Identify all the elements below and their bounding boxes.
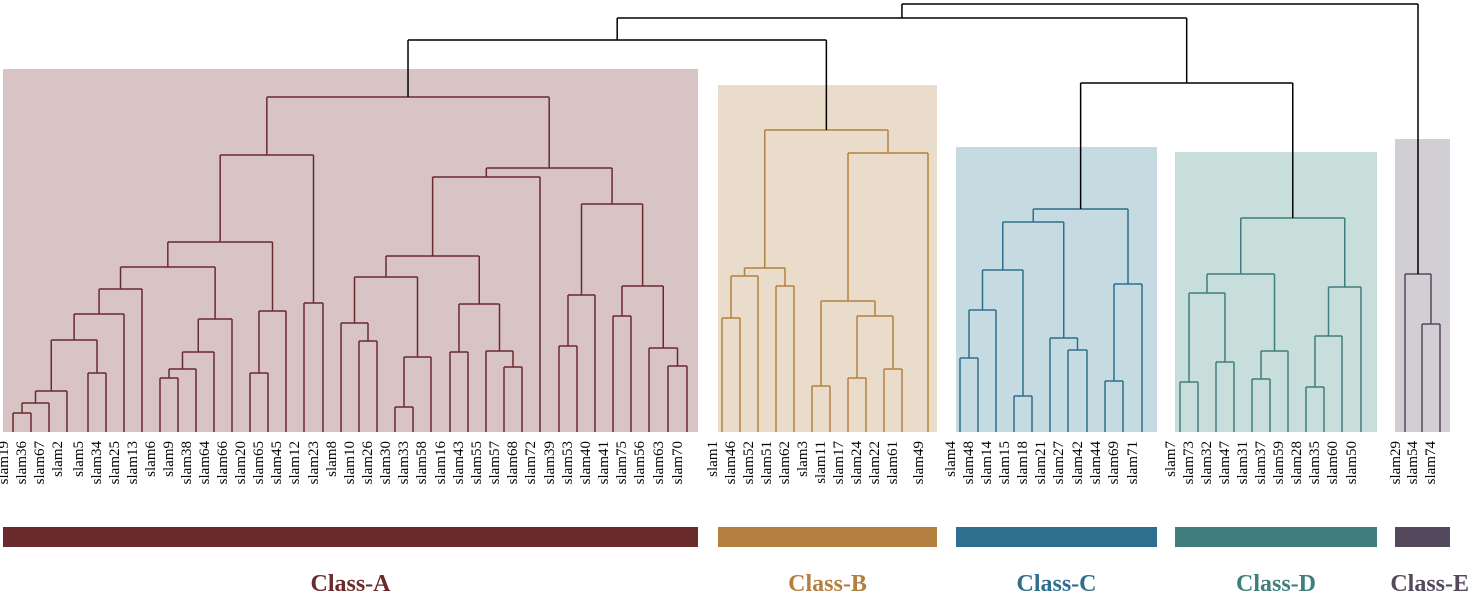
leaf-label: slam70 <box>670 441 686 484</box>
leaf-label: slam1 <box>705 441 721 477</box>
leaf-label: slam64 <box>197 441 213 485</box>
leaf-label: slam6 <box>143 441 159 477</box>
leaf-label: slam37 <box>1253 441 1269 485</box>
leaf-label: slam24 <box>849 441 865 485</box>
leaf-label: slam25 <box>107 441 123 484</box>
leaf-label: slam13 <box>125 441 141 484</box>
class-label-class-b: Class-B <box>788 571 867 596</box>
leaf-label: slam8 <box>324 441 340 477</box>
leaf-label: slam48 <box>961 441 977 484</box>
class-region-class-c <box>956 147 1157 432</box>
leaf-label: slam35 <box>1307 441 1323 484</box>
class-label-class-a: Class-A <box>310 571 391 596</box>
leaf-label: slam55 <box>469 441 485 484</box>
leaf-label: slam62 <box>777 441 793 484</box>
leaf-label: slam4 <box>943 441 959 477</box>
class-bar-class-c <box>956 527 1157 547</box>
class-region-class-d <box>1175 152 1377 432</box>
leaf-label: slam71 <box>1125 441 1141 484</box>
leaf-label: slam21 <box>1033 441 1049 484</box>
class-bar-class-b <box>718 527 937 547</box>
leaf-label: slam14 <box>979 441 995 485</box>
leaf-label: slam39 <box>542 441 558 484</box>
leaf-label: slam7 <box>1163 441 1179 477</box>
leaf-label: slam40 <box>578 441 594 484</box>
class-label-class-c: Class-C <box>1016 571 1096 596</box>
leaf-label: slam16 <box>433 441 449 485</box>
leaf-label: slam66 <box>215 441 231 485</box>
leaf-label: slam58 <box>414 441 430 484</box>
leaf-label: slam52 <box>741 441 757 484</box>
leaf-label: slam44 <box>1088 441 1104 485</box>
leaf-label: slam2 <box>50 441 66 477</box>
leaf-label: slam10 <box>342 441 358 484</box>
leaf-label: slam65 <box>251 441 267 484</box>
leaf-label: slam46 <box>723 441 739 485</box>
leaf-label: slam5 <box>71 441 87 477</box>
leaf-label: slam54 <box>1405 441 1421 485</box>
leaf-labels: slam19 slam36 slam67 slam2 slam5 slam34 slam25… <box>0 441 1439 485</box>
class-region-class-a <box>3 69 698 432</box>
leaf-label: slam68 <box>505 441 521 484</box>
leaf-label: slam74 <box>1423 441 1439 485</box>
leaf-label: slam75 <box>614 441 630 484</box>
leaf-label: slam61 <box>885 441 901 484</box>
leaf-label: slam47 <box>1217 441 1233 485</box>
class-bar-class-d <box>1175 527 1377 547</box>
class-bar-class-a <box>3 527 698 547</box>
leaf-label: slam53 <box>560 441 576 484</box>
leaf-label: slam11 <box>813 441 829 484</box>
leaf-label: slam49 <box>911 441 927 484</box>
leaf-label: slam29 <box>1388 441 1404 484</box>
leaf-label: slam59 <box>1271 441 1287 484</box>
leaf-label: slam31 <box>1235 441 1251 484</box>
leaf-label: slam12 <box>287 441 303 484</box>
leaf-label: slam67 <box>32 441 48 485</box>
leaf-label: slam26 <box>360 441 376 485</box>
leaf-label: slam28 <box>1289 441 1305 484</box>
leaf-label: slam27 <box>1051 441 1067 485</box>
leaf-label: slam30 <box>378 441 394 484</box>
leaf-label: slam23 <box>306 441 322 484</box>
leaf-label: slam38 <box>179 441 195 484</box>
leaf-label: slam17 <box>831 441 847 485</box>
leaf-label: slam42 <box>1070 441 1086 484</box>
leaf-label: slam20 <box>233 441 249 484</box>
leaf-label: slam33 <box>396 441 412 484</box>
leaf-label: slam34 <box>89 441 105 485</box>
class-bar-class-e <box>1395 527 1450 547</box>
leaf-label: slam22 <box>867 441 883 484</box>
leaf-label: slam57 <box>487 441 503 485</box>
leaf-label: slam73 <box>1181 441 1197 484</box>
leaf-label: slam63 <box>651 441 667 484</box>
leaf-label: slam51 <box>759 441 775 484</box>
leaf-label: slam32 <box>1199 441 1215 484</box>
class-label-class-e: Class-E <box>1390 571 1469 596</box>
leaf-label: slam19 <box>0 441 12 484</box>
leaf-label: slam9 <box>161 441 177 477</box>
leaf-label: slam45 <box>269 441 285 484</box>
leaf-label: slam72 <box>523 441 539 484</box>
leaf-label: slam56 <box>632 441 648 485</box>
leaf-label: slam50 <box>1344 441 1360 484</box>
leaf-label: slam18 <box>1015 441 1031 484</box>
leaf-label: slam41 <box>596 441 612 484</box>
leaf-label: slam36 <box>14 441 30 485</box>
leaf-label: slam3 <box>795 441 811 477</box>
leaf-label: slam43 <box>451 441 467 484</box>
leaf-label: slam15 <box>997 441 1013 484</box>
class-label-class-d: Class-D <box>1236 571 1316 596</box>
leaf-label: slam69 <box>1106 441 1122 484</box>
leaf-label: slam60 <box>1325 441 1341 484</box>
class-region-class-b <box>718 85 937 432</box>
